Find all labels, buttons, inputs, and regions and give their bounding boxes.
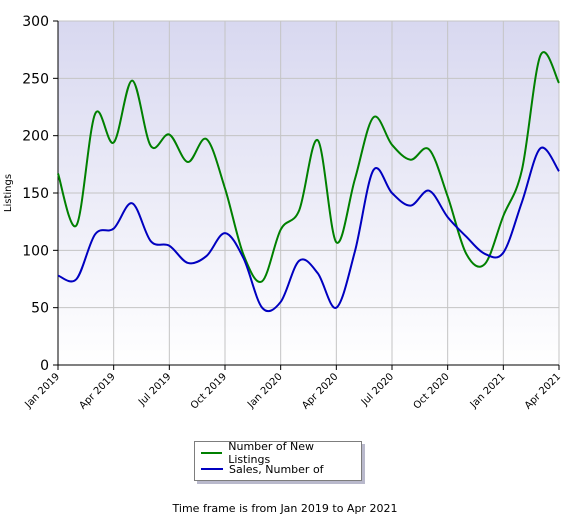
x-tick-label: Apr 2021 xyxy=(523,371,563,411)
x-tick-label: Jul 2019 xyxy=(136,371,173,408)
legend-label-new-listings: Number of New Listings xyxy=(228,440,315,466)
y-tick-label: 100 xyxy=(22,243,49,259)
legend-item: Sales, Number of xyxy=(201,461,355,477)
y-tick-label: 300 xyxy=(22,14,49,30)
legend-swatch-new-listings xyxy=(201,452,223,454)
x-tick-label: Jan 2021 xyxy=(468,371,508,411)
legend-swatch-sales xyxy=(201,468,223,470)
x-tick-label: Jan 2020 xyxy=(245,371,285,411)
legend-item: Number of New Listings xyxy=(201,440,355,466)
y-tick-label: 0 xyxy=(40,358,49,374)
legend: Number of New Listings Sales, Number of xyxy=(194,440,362,481)
y-tick-label: 250 xyxy=(22,71,49,87)
y-tick-label: 150 xyxy=(22,186,49,202)
series-line-new-listings xyxy=(57,51,560,284)
series-lines xyxy=(57,51,560,313)
y-axis-title: Listings xyxy=(3,174,14,212)
y-axis-ticks: 0 50 100 150 200 250 300 xyxy=(22,14,58,374)
y-tick-label: 50 xyxy=(31,301,49,317)
line-chart: 0 50 100 150 200 250 300 Jan 2019 Apr 2019 Jul 2… xyxy=(3,14,563,412)
x-tick-label: Jan 2019 xyxy=(22,371,62,411)
x-tick-label: Oct 2019 xyxy=(189,371,229,411)
time-frame-caption: Time frame is from Jan 2019 to Apr 2021 xyxy=(172,502,398,515)
x-tick-label: Apr 2020 xyxy=(300,371,340,411)
series-line-sales xyxy=(57,146,560,313)
y-tick-label: 200 xyxy=(22,129,49,145)
x-axis-ticks: Jan 2019 Apr 2019 Jul 2019 Oct 2019 Jan 2020… xyxy=(22,365,563,412)
x-tick-label: Oct 2020 xyxy=(412,371,452,411)
x-tick-label: Jul 2020 xyxy=(359,371,396,408)
x-tick-label: Apr 2019 xyxy=(78,371,118,411)
legend-label-sales: Sales, Number of xyxy=(229,462,324,476)
